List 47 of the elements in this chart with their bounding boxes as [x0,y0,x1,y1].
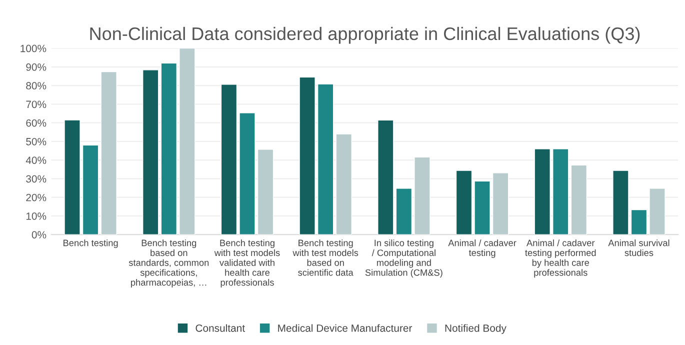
bar [299,76,316,235]
bar [474,180,490,235]
bar [179,48,196,235]
bar [378,120,394,235]
bar [257,149,274,235]
y-tick-label: 10% [26,212,46,220]
bar [142,70,159,235]
x-tick-label: Animal / cadaver testing performed by health care professionals [525,239,596,278]
y-tick-label: 60% [26,119,46,127]
legend-label: Consultant [196,324,245,332]
bar [64,120,80,235]
x-tick-label: Bench testing with test models validated with health care professionals [214,239,280,288]
y-tick-label: 100% [20,44,46,52]
legend-label: Notified Body [445,324,506,334]
y-tick-label: 30% [26,175,46,183]
bar [534,148,550,235]
legend-label: Medical Device Manufacturer [278,324,412,332]
y-tick-label: 0% [32,231,46,238]
bar [239,112,256,235]
bar [414,156,430,235]
y-tick-label: 80% [26,82,46,90]
bar [396,188,412,235]
y-tick-label: 90% [26,63,46,71]
bar [317,84,334,235]
x-tick-label: Bench testing with test models based on scientific data [292,239,358,276]
bar [552,148,569,235]
bar [630,209,648,235]
bar [336,134,352,235]
bar [160,62,178,235]
bar [456,170,472,235]
bar [492,172,509,235]
y-tick-label: 40% [26,156,46,164]
x-tick-label: Bench testing [64,239,118,248]
bar [649,188,666,235]
bar [82,144,99,235]
bar [570,164,588,235]
x-tick-label: Animal survival studies [608,239,670,256]
x-tick-label: In silico testing / Computational modeling and Simulation (CM&S) [365,239,442,278]
y-tick-label: 20% [26,194,46,202]
chart-title: Non-Clinical Data considered appropriate in Clinical Evaluations (Q3) [90,26,640,44]
x-tick-label: Animal / cadaver testing [448,239,516,258]
bar [220,84,238,235]
y-tick-label: 70% [26,100,46,108]
bar [612,170,629,235]
x-tick-label: Bench testing based on standards, common specifications, pharmacopeias, … [128,239,209,288]
bar [100,71,117,235]
y-tick-label: 50% [26,138,46,146]
